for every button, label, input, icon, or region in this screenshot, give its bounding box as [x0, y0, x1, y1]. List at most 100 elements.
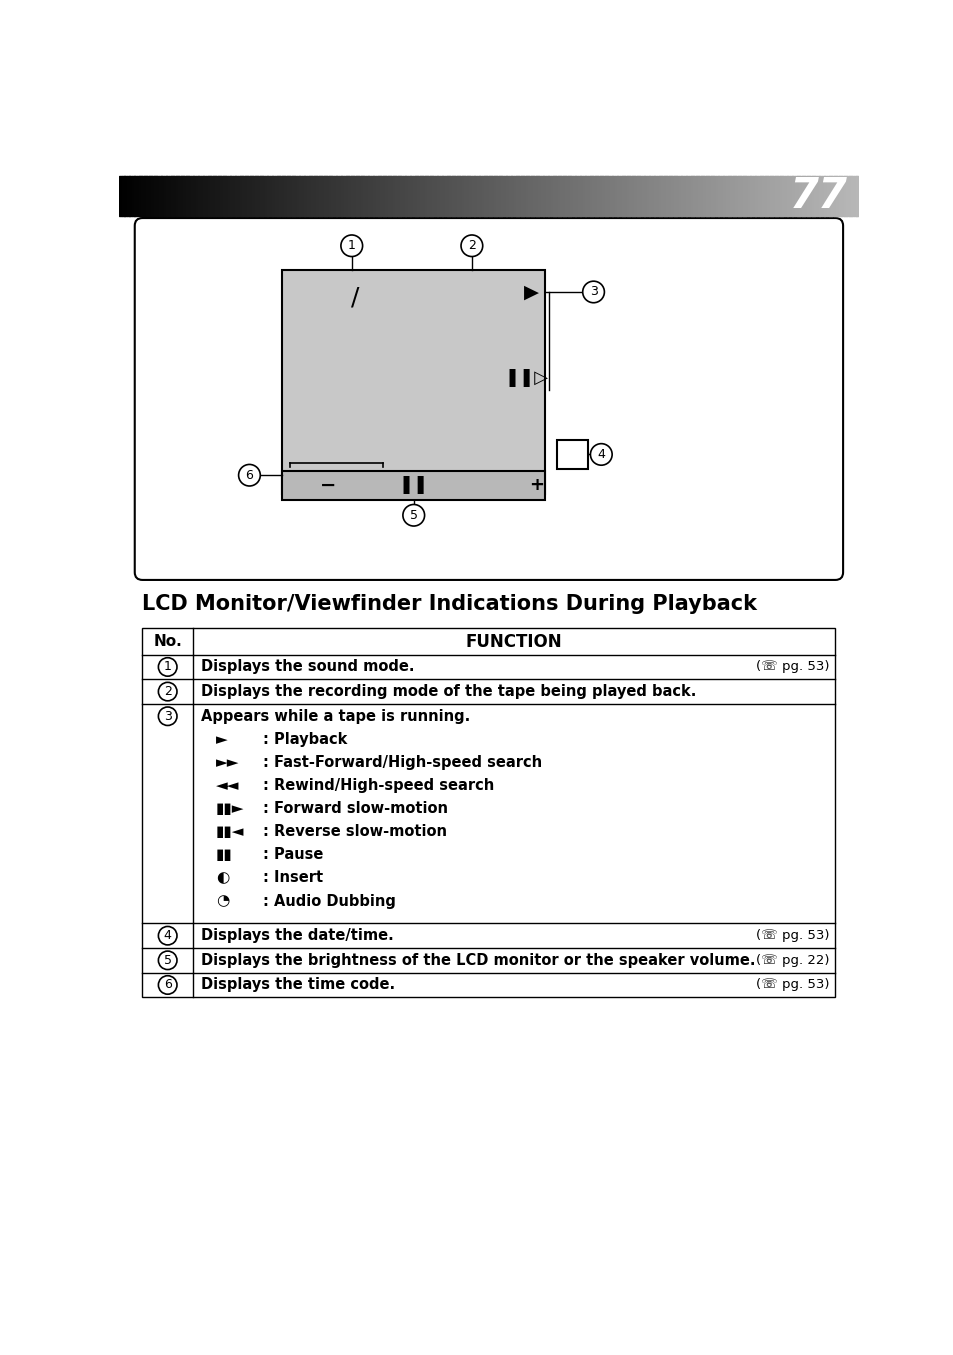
- Bar: [558, 176, 560, 217]
- Bar: [737, 176, 740, 217]
- Text: 3: 3: [164, 710, 172, 722]
- Bar: [353, 176, 356, 217]
- Bar: [459, 176, 462, 217]
- Text: : Pause: : Pause: [262, 847, 323, 862]
- Bar: [761, 176, 765, 217]
- Bar: [744, 176, 748, 217]
- Text: ►: ►: [216, 732, 228, 747]
- Bar: [579, 176, 582, 217]
- Bar: [825, 176, 829, 217]
- Bar: [407, 176, 411, 217]
- Bar: [508, 176, 512, 217]
- Bar: [606, 176, 610, 217]
- Bar: [338, 176, 341, 217]
- Bar: [264, 176, 268, 217]
- Bar: [164, 176, 167, 217]
- Bar: [747, 176, 750, 217]
- Bar: [153, 176, 157, 217]
- Bar: [365, 176, 369, 217]
- Bar: [203, 176, 206, 217]
- Bar: [441, 176, 445, 217]
- Circle shape: [158, 951, 177, 970]
- Bar: [752, 176, 755, 217]
- Bar: [240, 176, 243, 217]
- Circle shape: [460, 234, 482, 256]
- Bar: [488, 176, 492, 217]
- Bar: [542, 176, 546, 217]
- Bar: [405, 176, 408, 217]
- Bar: [811, 176, 814, 217]
- Bar: [323, 176, 327, 217]
- Bar: [722, 176, 725, 217]
- Bar: [599, 176, 602, 217]
- Bar: [557, 440, 587, 469]
- Bar: [796, 176, 800, 217]
- Text: 6: 6: [164, 978, 172, 992]
- Bar: [393, 176, 395, 217]
- Bar: [808, 176, 812, 217]
- Bar: [139, 176, 142, 217]
- Bar: [678, 176, 681, 217]
- Bar: [660, 176, 664, 217]
- Bar: [343, 176, 346, 217]
- Bar: [803, 176, 807, 217]
- Text: 5: 5: [164, 954, 172, 967]
- Bar: [533, 176, 536, 217]
- Bar: [222, 176, 226, 217]
- Bar: [355, 176, 358, 217]
- Text: ❚❚▷: ❚❚▷: [503, 369, 548, 388]
- Bar: [727, 176, 730, 217]
- Bar: [643, 176, 647, 217]
- Text: ►►: ►►: [216, 755, 239, 770]
- Text: : Rewind/High-speed search: : Rewind/High-speed search: [262, 778, 494, 793]
- Bar: [152, 176, 154, 217]
- Bar: [245, 176, 248, 217]
- Bar: [230, 176, 233, 217]
- Bar: [276, 176, 280, 217]
- Bar: [816, 176, 819, 217]
- Bar: [855, 176, 859, 217]
- Text: ▮▮: ▮▮: [216, 847, 233, 862]
- Bar: [195, 176, 198, 217]
- Bar: [311, 176, 314, 217]
- Bar: [486, 176, 489, 217]
- Bar: [848, 176, 851, 217]
- Bar: [547, 176, 551, 217]
- Bar: [540, 176, 543, 217]
- Bar: [211, 176, 213, 217]
- Bar: [789, 176, 792, 217]
- Bar: [735, 176, 738, 217]
- Bar: [127, 176, 130, 217]
- Circle shape: [582, 282, 604, 302]
- Bar: [774, 176, 778, 217]
- Bar: [296, 176, 299, 217]
- Bar: [821, 176, 824, 217]
- Bar: [388, 176, 391, 217]
- Bar: [639, 176, 641, 217]
- Bar: [617, 176, 619, 217]
- Bar: [764, 176, 767, 217]
- Bar: [766, 176, 770, 217]
- Bar: [779, 176, 782, 217]
- Text: ◄◄: ◄◄: [216, 778, 239, 793]
- Bar: [559, 176, 563, 217]
- Text: No.: No.: [153, 634, 182, 649]
- Bar: [415, 176, 417, 217]
- Bar: [707, 176, 711, 217]
- Bar: [377, 176, 381, 217]
- Bar: [439, 176, 442, 217]
- Text: ▶: ▶: [523, 282, 538, 301]
- Bar: [828, 176, 831, 217]
- Bar: [129, 176, 132, 217]
- Bar: [634, 176, 637, 217]
- Bar: [144, 176, 147, 217]
- Bar: [301, 176, 305, 217]
- Bar: [329, 176, 332, 217]
- Text: : Reverse slow-motion: : Reverse slow-motion: [262, 824, 446, 839]
- Bar: [282, 271, 545, 493]
- Bar: [842, 176, 846, 217]
- Bar: [360, 176, 364, 217]
- Bar: [220, 176, 223, 217]
- Bar: [444, 176, 447, 217]
- Circle shape: [158, 657, 177, 676]
